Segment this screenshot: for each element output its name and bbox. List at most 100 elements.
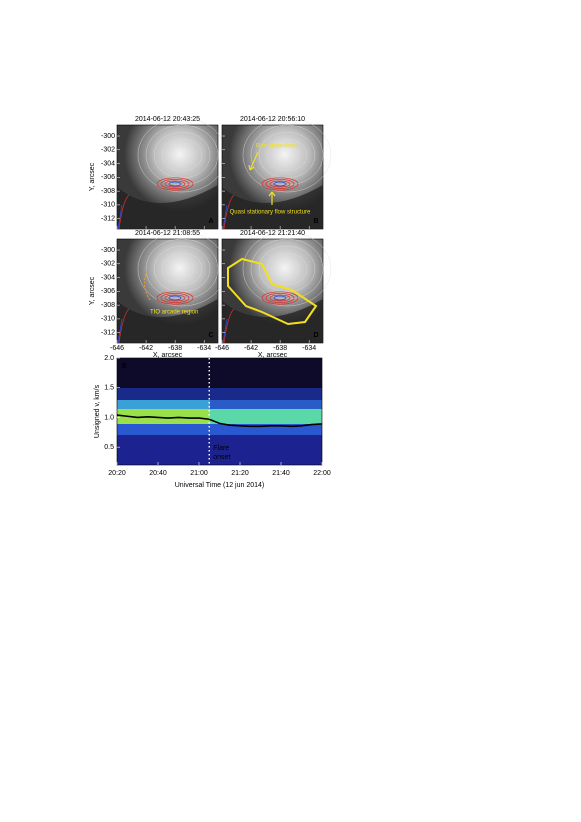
y-tick-label: 2.0 bbox=[104, 355, 114, 362]
chart-frame bbox=[116, 357, 323, 466]
region-outline bbox=[227, 257, 318, 326]
y-tick-label: -302 bbox=[101, 261, 115, 268]
y-axis-label: Y, arcsec bbox=[89, 162, 96, 191]
blue-contour bbox=[168, 295, 182, 301]
red-contour bbox=[118, 194, 130, 230]
y-tick-label: -300 bbox=[101, 247, 115, 254]
heat-band bbox=[117, 358, 322, 388]
blue-contour bbox=[117, 318, 123, 344]
contour bbox=[250, 238, 324, 300]
blue-contour bbox=[117, 204, 123, 230]
dark-lane bbox=[222, 185, 323, 229]
red-contour bbox=[164, 294, 186, 302]
heatmap bbox=[116, 357, 323, 466]
y-tick-label: -306 bbox=[101, 288, 115, 295]
panel-letter: D bbox=[313, 332, 318, 339]
red-contour bbox=[223, 308, 235, 344]
dark-lane bbox=[117, 185, 218, 229]
x-tick-label: 21:00 bbox=[190, 470, 208, 477]
x-tick-label: 20:20 bbox=[108, 470, 126, 477]
contour bbox=[161, 252, 203, 286]
y-tick-label: -306 bbox=[101, 174, 115, 181]
y-tick-label: 1.0 bbox=[104, 414, 114, 421]
panel-letter: E bbox=[122, 363, 127, 370]
red-contour bbox=[160, 179, 190, 189]
x-tick-label: 20:40 bbox=[149, 470, 167, 477]
y-tick-label: -304 bbox=[101, 160, 115, 167]
x-tick-label: 21:40 bbox=[272, 470, 290, 477]
red-contour bbox=[164, 180, 186, 188]
red-contour bbox=[261, 177, 299, 191]
annotation: Rain downflows bbox=[256, 144, 298, 150]
red-contour bbox=[269, 294, 291, 302]
annotation: TIO arcade region bbox=[150, 310, 198, 316]
arrow bbox=[248, 151, 259, 171]
image-panel: 2014-06-12 20:56:10 B bbox=[221, 116, 332, 230]
y-tick-label: -300 bbox=[101, 133, 115, 140]
panel-letter: B bbox=[313, 218, 318, 225]
line bbox=[116, 414, 323, 428]
red-contour bbox=[265, 293, 295, 303]
heat-band bbox=[210, 400, 322, 409]
red-contour bbox=[223, 194, 235, 230]
contour bbox=[266, 138, 308, 172]
heat-band bbox=[117, 388, 322, 400]
heat-band bbox=[117, 424, 322, 435]
x-axis-label: X, arcsec bbox=[153, 352, 183, 359]
image-panel: 2014-06-12 20:43:25 A -300 -302 -304 -306 -308… bbox=[89, 116, 227, 230]
panel-title: 2014-06-12 20:56:10 bbox=[240, 116, 305, 123]
red-contour bbox=[160, 293, 190, 303]
y-tick-label: -310 bbox=[101, 316, 115, 323]
dark-lane bbox=[117, 299, 218, 343]
x-tick-label: -634 bbox=[302, 345, 316, 352]
x-tick-label: -642 bbox=[244, 345, 258, 352]
image-panels: 2014-06-12 20:43:25 A -300 -302 -304 -306 -308… bbox=[89, 116, 332, 359]
contour bbox=[169, 145, 195, 165]
red-contour bbox=[269, 180, 291, 188]
y-axis-label: Unsigned v, km/s bbox=[94, 384, 101, 438]
blue-contour bbox=[222, 204, 228, 230]
heat-band bbox=[117, 400, 210, 409]
x-tick-label: -642 bbox=[139, 345, 153, 352]
x-tick-label: -638 bbox=[168, 345, 182, 352]
blue-contour bbox=[168, 181, 182, 187]
contour bbox=[169, 259, 195, 279]
contour bbox=[266, 252, 308, 286]
panel-title: 2014-06-12 20:43:25 bbox=[135, 116, 200, 123]
x-tick-label: 22:00 bbox=[313, 470, 331, 477]
heat-band bbox=[117, 435, 322, 465]
contour bbox=[242, 117, 332, 193]
contour bbox=[274, 259, 300, 279]
y-tick-label: -312 bbox=[101, 330, 115, 337]
image-panel: 2014-06-12 21:08:55 C -300 -302 -304 -306 -308… bbox=[89, 230, 227, 359]
x-tick-label: 21:20 bbox=[231, 470, 249, 477]
blue-contour bbox=[273, 181, 287, 187]
heat-band bbox=[117, 409, 210, 424]
contour bbox=[145, 124, 219, 186]
panel-letter: A bbox=[208, 218, 213, 225]
panel-title: 2014-06-12 21:08:55 bbox=[135, 230, 200, 237]
annotation: Quasi stationary flow structure bbox=[230, 210, 311, 216]
y-tick-label: 0.5 bbox=[104, 444, 114, 451]
y-tick-label: -304 bbox=[101, 274, 115, 281]
heat-band bbox=[210, 409, 322, 424]
y-tick-label: -302 bbox=[101, 147, 115, 154]
y-tick-label: -310 bbox=[101, 202, 115, 209]
image-panel: 2014-06-12 21:21:40 D -646 -642 -638 -634 X, a… bbox=[215, 230, 332, 359]
contour bbox=[161, 138, 203, 172]
annotation: Flare onset bbox=[213, 445, 230, 461]
y-tick-label: -308 bbox=[101, 302, 115, 309]
blue-contour bbox=[273, 295, 287, 301]
blue-contour bbox=[222, 318, 228, 344]
x-axis-label: X, arcsec bbox=[258, 352, 288, 359]
y-tick-label: 1.5 bbox=[104, 385, 114, 392]
panel-letter: C bbox=[208, 332, 213, 339]
panel-title: 2014-06-12 21:21:40 bbox=[240, 230, 305, 237]
y-tick-label: -308 bbox=[101, 188, 115, 195]
chart: 0.5 1.0 1.5 2.0 20:20 20:40 21:00 21:20 21:40 22:… bbox=[94, 355, 331, 489]
dark-lane bbox=[222, 299, 323, 343]
contour bbox=[145, 238, 219, 300]
y-axis-label: Y, arcsec bbox=[89, 276, 96, 305]
x-tick-label: -646 bbox=[110, 345, 124, 352]
